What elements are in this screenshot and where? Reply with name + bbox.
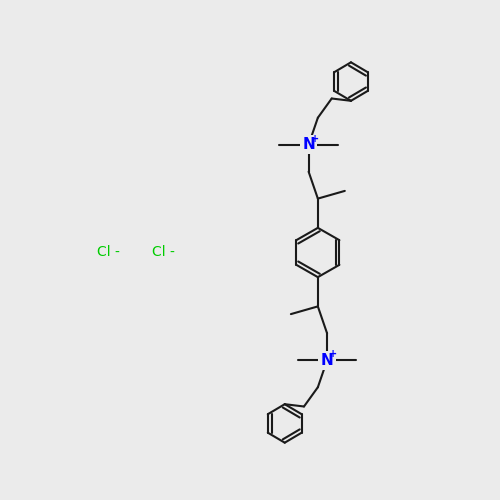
Text: +: + bbox=[329, 349, 338, 359]
Text: Cl -: Cl - bbox=[97, 246, 120, 260]
Text: N: N bbox=[320, 353, 334, 368]
Text: Cl -: Cl - bbox=[152, 246, 175, 260]
Text: +: + bbox=[310, 134, 319, 143]
Text: N: N bbox=[302, 137, 315, 152]
